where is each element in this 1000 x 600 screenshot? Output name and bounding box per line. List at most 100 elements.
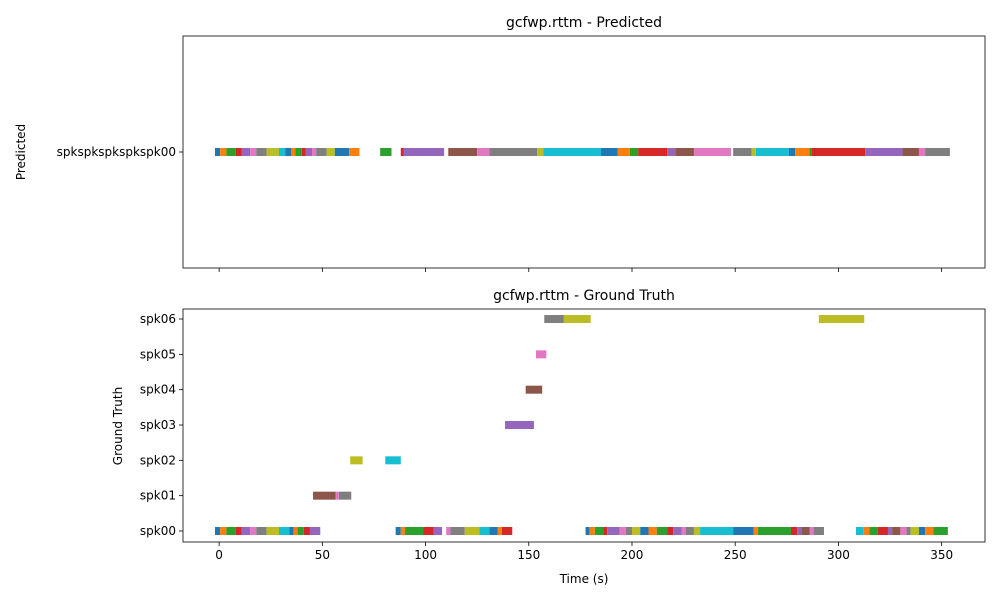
ground-truth-segment-12: [303, 527, 310, 535]
ground-truth-segment-50: [813, 527, 824, 535]
predicted-segment-1: [220, 148, 227, 156]
predicted-segment-36: [755, 148, 789, 156]
predicted-segment-7: [266, 148, 279, 156]
ground-truth-segment-42: [700, 527, 734, 535]
predicted-segment-0: [215, 148, 221, 156]
ground-truth-y-tick-label-5: spk05: [140, 347, 176, 361]
ground-truth-segment-31: [619, 527, 626, 535]
ground-truth-x-tick-label-3: 150: [517, 548, 540, 562]
ground-truth-segment-37: [667, 527, 674, 535]
predicted-segment-26: [543, 148, 602, 156]
predicted-segment-32: [675, 148, 694, 156]
ground-truth-segment-28: [594, 527, 604, 535]
ground-truth-x-tick-label-0: 0: [215, 548, 223, 562]
predicted-segment-43: [918, 148, 926, 156]
ground-truth-segment-67: [385, 456, 401, 465]
predicted-segment-6: [256, 148, 267, 156]
ground-truth-segment-24: [497, 527, 502, 535]
ground-truth-segment-43: [733, 527, 754, 535]
ground-truth-segment-17: [423, 527, 434, 535]
ground-truth-segment-29: [603, 527, 608, 535]
predicted-segment-34: [733, 148, 752, 156]
predicted-segment-44: [925, 148, 950, 156]
ground-truth-segment-61: [925, 527, 934, 535]
predicted-segment-19: [380, 148, 392, 156]
ground-truth-segment-21: [464, 527, 480, 535]
ground-truth-segments: [215, 315, 948, 535]
ground-truth-segment-22: [479, 527, 490, 535]
predicted-segment-9: [285, 148, 292, 156]
ground-truth-y-tick-label-0: spk00: [140, 524, 176, 538]
ground-truth-segment-64: [335, 491, 339, 500]
predicted-ticks: spkspkspkspkspk00: [57, 145, 943, 272]
ground-truth-segment-63: [313, 491, 336, 500]
predicted-segment-28: [617, 148, 630, 156]
ground-truth-title: gcfwp.rttm - Ground Truth: [493, 288, 675, 304]
ground-truth-segment-26: [585, 527, 590, 535]
ground-truth-segment-20: [450, 527, 465, 535]
ground-truth-segment-2: [226, 527, 236, 535]
predicted-segment-15: [316, 148, 327, 156]
ground-truth-segment-0: [215, 527, 221, 535]
predicted-segment-35: [751, 148, 756, 156]
predicted-segment-2: [226, 148, 236, 156]
ground-truth-segment-4: [241, 527, 251, 535]
ground-truth-segment-57: [900, 527, 907, 535]
ground-truth-ticks: spk00 spk01 spk02 spk03 spk04 spk05 spk06 0 50 10…: [140, 312, 953, 562]
predicted-segment-11: [295, 148, 302, 156]
ground-truth-segment-69: [525, 385, 543, 394]
predicted-segment-10: [291, 148, 296, 156]
ground-truth-segment-23: [489, 527, 498, 535]
ground-truth-segment-19: [446, 527, 451, 535]
ground-truth-segment-72: [563, 315, 591, 324]
ground-truth-x-tick-label-2: 100: [414, 548, 437, 562]
ground-truth-segment-56: [892, 527, 901, 535]
ground-truth-axes-frame: [182, 308, 986, 543]
predicted-y-tick-label-0: spkspkspkspkspk00: [57, 145, 176, 159]
ground-truth-segment-16: [404, 527, 424, 535]
predicted-segment-16: [326, 148, 335, 156]
ground-truth-segment-47: [797, 527, 802, 535]
ground-truth-segment-58: [906, 527, 911, 535]
ground-truth-segment-65: [338, 491, 352, 500]
ground-truth-segment-59: [910, 527, 919, 535]
ground-truth-x-tick-label-7: 350: [930, 548, 953, 562]
predicted-segment-14: [312, 148, 317, 156]
ground-truth-segment-7: [266, 527, 279, 535]
ground-truth-y-tick-label-2: spk02: [140, 453, 176, 467]
predicted-subplot: gcfwp.rttm - Predicted Predicted spkspks…: [14, 15, 986, 272]
ground-truth-segment-34: [640, 527, 649, 535]
predicted-segment-39: [809, 148, 812, 156]
predicted-segment-12: [301, 148, 306, 156]
ground-truth-subplot: gcfwp.rttm - Ground Truth Ground Truth T…: [111, 288, 986, 586]
predicted-segment-3: [235, 148, 242, 156]
ground-truth-x-tick-label-1: 50: [315, 548, 330, 562]
ground-truth-segment-9: [289, 527, 294, 535]
ground-truth-segment-27: [589, 527, 595, 535]
predicted-y-axis-label: Predicted: [14, 124, 28, 180]
ground-truth-segment-60: [918, 527, 926, 535]
ground-truth-segment-36: [656, 527, 668, 535]
ground-truth-segment-3: [235, 527, 242, 535]
ground-truth-segment-35: [648, 527, 657, 535]
predicted-axes-frame: [182, 35, 986, 269]
ground-truth-segment-44: [753, 527, 758, 535]
ground-truth-segment-30: [607, 527, 620, 535]
ground-truth-y-tick-label-1: spk01: [140, 489, 176, 503]
predicted-segment-37: [788, 148, 796, 156]
predicted-segment-42: [902, 148, 919, 156]
ground-truth-segment-11: [297, 527, 304, 535]
ground-truth-segment-13: [309, 527, 321, 535]
predicted-segment-5: [250, 148, 257, 156]
ground-truth-segment-51: [855, 527, 864, 535]
predicted-segment-23: [477, 148, 490, 156]
ground-truth-segment-33: [632, 527, 641, 535]
predicted-title: gcfwp.rttm - Predicted: [506, 15, 662, 31]
ground-truth-x-tick-label-5: 250: [724, 548, 747, 562]
predicted-segment-13: [305, 148, 313, 156]
predicted-segment-24: [489, 148, 538, 156]
ground-truth-segment-15: [400, 527, 405, 535]
ground-truth-segment-70: [536, 350, 547, 359]
predicted-segment-38: [795, 148, 810, 156]
ground-truth-segment-25: [501, 527, 513, 535]
